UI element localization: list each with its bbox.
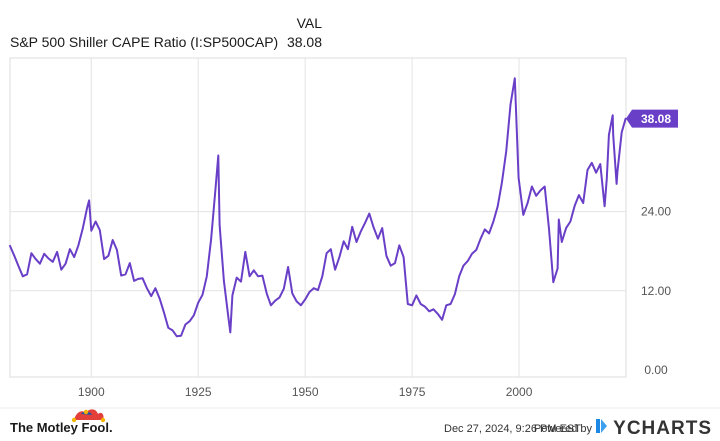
last-value-label: 38.08: [641, 112, 671, 126]
x-tick-label: 1950: [292, 385, 319, 399]
y-tick-label: 12.00: [641, 284, 671, 298]
last-value-badge-shape: [626, 109, 678, 128]
provider-name: YCHARTS: [613, 418, 712, 439]
motley-fool-logo: The Motley Fool.: [10, 409, 113, 435]
series-value: 38.08: [287, 34, 322, 50]
plot-frame: [9, 57, 627, 378]
cape-series-line: [9, 77, 627, 338]
x-tick-label: 1925: [185, 385, 212, 399]
axis-ticks: 1900 1925 1950 1975 2000 0.00 12.00 24.00: [78, 205, 671, 399]
x-tick-label: 1900: [78, 385, 105, 399]
timestamp: Dec 27, 2024, 9:26 PM EST: [444, 423, 581, 435]
value-column-header: VAL: [297, 15, 323, 31]
y-tick-label: 24.00: [641, 205, 671, 219]
ycharts-logo: YCHARTS: [596, 418, 712, 439]
last-value-badge: 38.08: [626, 109, 678, 128]
ycharts-mark-icon: [596, 419, 607, 433]
series-label: S&P 500 Shiller CAPE Ratio (I:SP500CAP): [10, 34, 278, 50]
x-tick-label: 2000: [506, 385, 533, 399]
powered-by: Powered by: [534, 423, 593, 435]
x-tick-label: 1975: [399, 385, 426, 399]
series-group: [9, 77, 627, 338]
grid-lines: [10, 58, 626, 377]
brand-name: The Motley Fool.: [10, 420, 113, 435]
y-tick-label: 0.00: [644, 363, 668, 377]
jester-cap-icon: [71, 409, 106, 423]
